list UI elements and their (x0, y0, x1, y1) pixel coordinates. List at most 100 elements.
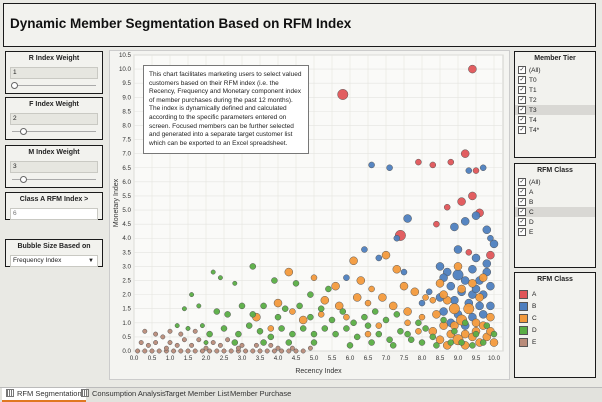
data-point-c (422, 294, 429, 301)
member-tier-item[interactable]: ✓ (All) (515, 65, 595, 75)
member-tier-item[interactable]: ✓ T4 (515, 115, 595, 125)
data-point-b (453, 245, 463, 254)
data-point-c (432, 310, 441, 319)
checkbox[interactable]: ✓ (518, 116, 526, 124)
m-weight-input[interactable]: 3 (10, 161, 98, 173)
m-weight-label: M Index Weight (28, 149, 80, 156)
data-point-e (160, 334, 166, 340)
checkbox[interactable]: ✓ (518, 178, 526, 186)
data-point-d (325, 285, 332, 293)
bubble-size-param: Bubble Size Based on Frequency Index ▼ (5, 239, 103, 267)
checkbox[interactable]: ✓ (518, 76, 526, 84)
y-tick-label: 2.0 (122, 292, 131, 299)
checkbox[interactable]: ✓ (518, 86, 526, 94)
tab-rfm-segmentation[interactable]: RFM Segmentation (2, 388, 86, 402)
member-tier-item[interactable]: ✓ T3 (515, 105, 595, 115)
data-point-e (253, 342, 259, 348)
data-point-d (404, 330, 411, 338)
data-point-e (207, 348, 213, 354)
data-point-e (300, 348, 306, 354)
slider-knob[interactable] (11, 82, 18, 89)
bubble-size-select[interactable]: Frequency Index ▼ (10, 255, 98, 267)
m-weight-slider[interactable] (12, 176, 96, 183)
data-point-b (435, 262, 445, 271)
rfm-class-item[interactable]: ✓ A (515, 187, 595, 197)
tab-consumption-analysis[interactable]: Consumption Analysis (77, 388, 170, 400)
y-tick-label: 5.0 (122, 207, 131, 214)
data-point-d (332, 330, 339, 338)
data-point-d (210, 269, 216, 275)
legend-item[interactable]: E (515, 336, 595, 348)
checkbox[interactable]: ✓ (518, 96, 526, 104)
scatter-plot: 0.0 0.5 1.0 1.5 2.0 2.5 3.0 3.5 4.0 4.5 5.0 5.5 6.0 6… (113, 52, 504, 375)
checkbox[interactable]: ✓ (518, 188, 526, 196)
data-point-e (214, 348, 220, 354)
slider-knob[interactable] (20, 128, 27, 135)
data-point-e (257, 348, 263, 354)
data-point-b (486, 281, 495, 291)
checkbox[interactable]: ✓ (518, 66, 526, 74)
data-point-d (310, 330, 318, 338)
data-point-c (364, 299, 372, 307)
y-tick-label: 3.5 (122, 249, 131, 256)
f-weight-label: F Index Weight (29, 101, 79, 108)
member-tier-item[interactable]: ✓ T1 (515, 85, 595, 95)
m-weight-param: M Index Weight 3 (5, 145, 103, 188)
data-point-d (397, 328, 404, 335)
class-a-threshold-input[interactable]: 6 (10, 208, 98, 220)
checkbox[interactable]: ✓ (518, 126, 526, 134)
data-point-b (489, 239, 499, 249)
data-point-d (181, 306, 187, 312)
checkbox[interactable]: ✓ (518, 228, 526, 236)
data-point-e (275, 345, 281, 351)
member-tier-item[interactable]: ✓ T2 (515, 95, 595, 105)
data-point-d (364, 322, 372, 329)
y-tick-label: 7.0 (122, 151, 131, 158)
rfm-class-item[interactable]: ✓ D (515, 217, 595, 227)
legend-item[interactable]: B (515, 300, 595, 312)
x-tick-label: 2.0 (202, 355, 211, 362)
data-point-a (443, 203, 451, 211)
data-point-c (364, 330, 372, 338)
r-weight-input[interactable]: 1 (10, 67, 98, 79)
checkbox[interactable]: ✓ (518, 218, 526, 226)
data-point-d (343, 325, 350, 332)
data-point-e (149, 348, 155, 354)
y-tick-label: 4.5 (122, 221, 131, 228)
tab-target-member-list[interactable]: Target Member List (161, 388, 233, 400)
y-tick-label: 9.5 (122, 80, 131, 87)
legend-item[interactable]: A (515, 288, 595, 300)
f-weight-input[interactable]: 2 (10, 113, 98, 125)
rfm-class-item[interactable]: ✓ (All) (515, 177, 595, 187)
data-point-d (271, 277, 278, 284)
rfm-class-label: D (529, 218, 534, 226)
data-point-e (271, 348, 277, 354)
legend-item[interactable]: C (515, 312, 595, 324)
slider-knob[interactable] (20, 176, 27, 183)
f-weight-slider[interactable] (12, 128, 96, 135)
data-point-e (228, 348, 234, 354)
data-point-e (171, 348, 177, 354)
checkbox[interactable]: ✓ (518, 198, 526, 206)
rfm-class-item[interactable]: ✓ E (515, 227, 595, 237)
member-tier-label: T4* (529, 126, 540, 134)
member-tier-label: T1 (529, 86, 537, 94)
member-tier-item[interactable]: ✓ T4* (515, 125, 595, 135)
data-point-e (264, 348, 270, 354)
r-weight-slider[interactable] (11, 82, 96, 89)
r-weight-label: R Index Weight (28, 55, 80, 62)
rfm-class-item[interactable]: ✓ C (515, 207, 595, 217)
worksheet-icon (6, 389, 14, 397)
legend-item[interactable]: D (515, 324, 595, 336)
data-point-a (468, 64, 477, 74)
checkbox[interactable]: ✓ (518, 208, 526, 216)
data-point-b (471, 253, 481, 263)
x-tick-label: 7.0 (382, 355, 391, 362)
member-tier-item[interactable]: ✓ T0 (515, 75, 595, 85)
tab-member-purchase[interactable]: Member Purchase (226, 388, 295, 400)
rfm-class-filter: RFM Class ✓ (All) ✓ A ✓ B ✓ C ✓ D ✓ E (514, 163, 596, 268)
rfm-class-item[interactable]: ✓ B (515, 197, 595, 207)
checkbox[interactable]: ✓ (518, 106, 526, 114)
data-point-d (461, 319, 469, 327)
data-point-e (189, 342, 195, 348)
